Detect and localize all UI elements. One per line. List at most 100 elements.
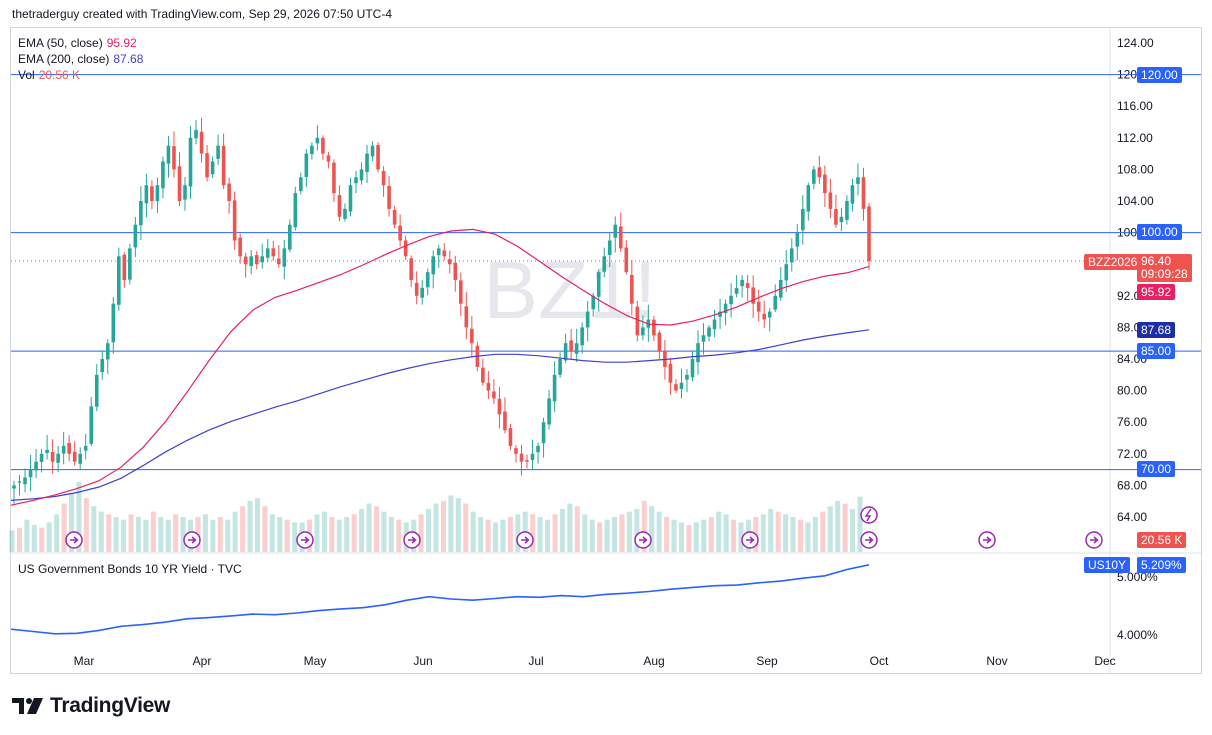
- candle-body[interactable]: [668, 363, 673, 383]
- candle-body[interactable]: [150, 186, 154, 201]
- candle-body[interactable]: [205, 153, 209, 178]
- candle-body[interactable]: [530, 453, 535, 460]
- candle-body[interactable]: [867, 206, 871, 262]
- candle-body[interactable]: [740, 280, 744, 287]
- candle-body[interactable]: [812, 169, 816, 184]
- candle-body[interactable]: [354, 177, 358, 184]
- candle-body[interactable]: [17, 481, 22, 483]
- candle-body[interactable]: [641, 327, 645, 336]
- candle-body[interactable]: [282, 248, 287, 267]
- candle-body[interactable]: [78, 453, 82, 464]
- candle-body[interactable]: [105, 343, 110, 360]
- candle-body[interactable]: [83, 445, 88, 451]
- candle-body[interactable]: [436, 248, 441, 256]
- candle-body[interactable]: [161, 161, 165, 189]
- vol-legend[interactable]: Vol 20.56 K: [18, 67, 80, 83]
- candle-body[interactable]: [541, 422, 546, 444]
- candle-body[interactable]: [45, 449, 49, 454]
- candle-body[interactable]: [304, 153, 309, 177]
- candle-body[interactable]: [685, 374, 689, 380]
- candle-body[interactable]: [210, 161, 215, 175]
- candle-body[interactable]: [122, 254, 127, 280]
- candle-body[interactable]: [817, 167, 822, 178]
- bond-yield-line[interactable]: [10, 564, 870, 635]
- candle-body[interactable]: [707, 327, 711, 337]
- candle-body[interactable]: [370, 145, 375, 157]
- candle-body[interactable]: [442, 250, 447, 257]
- candle-body[interactable]: [72, 451, 77, 462]
- candle-body[interactable]: [117, 256, 121, 305]
- candle-body[interactable]: [850, 185, 855, 204]
- candle-body[interactable]: [56, 453, 60, 463]
- candle-body[interactable]: [470, 328, 474, 344]
- candle-body[interactable]: [260, 256, 265, 263]
- candle-body[interactable]: [823, 174, 827, 194]
- candle-body[interactable]: [216, 145, 220, 159]
- candle-body[interactable]: [773, 295, 778, 310]
- candle-body[interactable]: [238, 237, 242, 257]
- candle-body[interactable]: [387, 185, 391, 209]
- candle-body[interactable]: [288, 224, 292, 250]
- candle-body[interactable]: [635, 306, 640, 336]
- candle-body[interactable]: [585, 311, 590, 328]
- candle-body[interactable]: [332, 162, 336, 194]
- candle-body[interactable]: [139, 201, 143, 226]
- ema50-line[interactable]: [10, 228, 870, 506]
- candle-body[interactable]: [128, 248, 132, 280]
- candle-body[interactable]: [359, 169, 364, 181]
- candle-body[interactable]: [431, 256, 436, 275]
- candle-body[interactable]: [199, 131, 204, 154]
- candle-body[interactable]: [536, 445, 540, 453]
- candle-body[interactable]: [519, 453, 524, 462]
- candle-body[interactable]: [828, 192, 833, 209]
- candle-body[interactable]: [61, 445, 66, 454]
- candle-body[interactable]: [89, 406, 94, 444]
- candle-body[interactable]: [172, 146, 176, 170]
- candle-body[interactable]: [696, 343, 700, 363]
- candle-body[interactable]: [734, 287, 739, 294]
- candle-body[interactable]: [447, 259, 452, 265]
- candle-body[interactable]: [789, 248, 794, 263]
- candle-body[interactable]: [337, 195, 342, 217]
- candle-body[interactable]: [602, 256, 607, 272]
- bond-pane-legend[interactable]: US Government Bonds 10 YR Yield · TVC: [18, 561, 242, 577]
- candle-body[interactable]: [525, 460, 529, 462]
- tradingview-logo[interactable]: TradingView: [12, 694, 170, 718]
- candle-body[interactable]: [591, 295, 595, 310]
- ema200-legend[interactable]: EMA (200, close) 87.68: [18, 51, 143, 67]
- candle-body[interactable]: [718, 311, 722, 317]
- ema50-legend[interactable]: EMA (50, close) 95.92: [18, 35, 137, 51]
- candle-body[interactable]: [425, 272, 430, 288]
- candle-body[interactable]: [100, 359, 105, 373]
- candle-body[interactable]: [254, 255, 259, 265]
- candle-body[interactable]: [343, 208, 347, 219]
- candle-body[interactable]: [762, 313, 766, 320]
- candle-body[interactable]: [767, 311, 772, 318]
- candle-body[interactable]: [265, 248, 270, 258]
- candle-body[interactable]: [67, 442, 71, 454]
- candle-body[interactable]: [227, 183, 231, 201]
- candle-body[interactable]: [486, 382, 491, 391]
- candle-body[interactable]: [293, 193, 298, 228]
- candle-body[interactable]: [839, 216, 844, 223]
- candle-body[interactable]: [403, 240, 408, 257]
- candle-body[interactable]: [276, 258, 281, 265]
- candle-body[interactable]: [492, 391, 496, 399]
- candle-body[interactable]: [50, 451, 55, 462]
- ema200-line[interactable]: [10, 329, 870, 501]
- candle-body[interactable]: [232, 200, 237, 241]
- candle-body[interactable]: [801, 208, 805, 231]
- candle-body[interactable]: [221, 145, 226, 186]
- candle-body[interactable]: [481, 367, 485, 383]
- candle-body[interactable]: [326, 155, 331, 162]
- candle-body[interactable]: [630, 274, 634, 304]
- candle-body[interactable]: [28, 469, 33, 478]
- candle-body[interactable]: [503, 411, 507, 431]
- candle-body[interactable]: [657, 332, 662, 352]
- candle-body[interactable]: [652, 319, 656, 336]
- candle-body[interactable]: [580, 327, 584, 346]
- candle-body[interactable]: [271, 248, 276, 257]
- candle-body[interactable]: [552, 374, 557, 402]
- candle-body[interactable]: [155, 185, 160, 202]
- candle-body[interactable]: [398, 225, 402, 241]
